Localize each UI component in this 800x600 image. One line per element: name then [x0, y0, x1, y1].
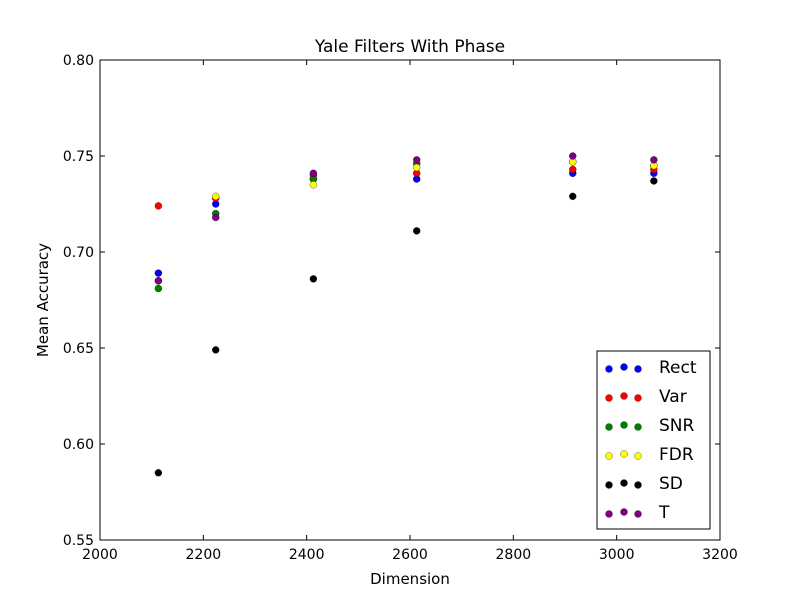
point-sd — [154, 469, 163, 477]
legend-label-snr: SNR — [659, 416, 695, 436]
legend-marker-snr — [620, 421, 628, 429]
legend-marker-fdr — [605, 452, 613, 460]
legend-marker-sd — [620, 479, 628, 487]
point-t — [212, 213, 220, 222]
data-points — [154, 152, 658, 477]
legend-label-sd: SD — [659, 474, 683, 494]
y-axis-label: Mean Accuracy — [34, 243, 52, 357]
legend-box — [596, 350, 711, 530]
point-var — [154, 202, 163, 210]
legend-marker-fdr — [634, 452, 642, 460]
y-tick-label: 0.80 — [63, 53, 94, 69]
point-t — [413, 156, 421, 164]
y-tick-label: 0.60 — [63, 437, 94, 453]
point-t — [309, 169, 318, 177]
legend-marker-var — [634, 394, 642, 402]
x-tick-label: 2200 — [186, 547, 222, 563]
legend-label-t: T — [658, 503, 670, 523]
point-t — [569, 152, 577, 160]
point-t — [650, 156, 658, 164]
x-tick-label: 2400 — [289, 547, 325, 563]
legend-marker-sd — [634, 481, 642, 489]
x-axis-label: Dimension — [370, 570, 450, 588]
x-tick-label: 2000 — [82, 547, 118, 563]
legend-marker-var — [605, 394, 613, 402]
legend-marker-rect — [620, 363, 628, 371]
legend-marker-t — [634, 510, 642, 518]
x-tick-label: 3200 — [702, 547, 738, 563]
legend-marker-rect — [605, 365, 613, 373]
y-tick-label: 0.65 — [63, 341, 94, 357]
point-t — [154, 277, 163, 285]
legend-marker-snr — [605, 423, 613, 431]
legend-label-var: Var — [659, 387, 687, 407]
y-tick-label: 0.75 — [63, 149, 94, 165]
point-rect — [154, 269, 163, 277]
legend-marker-t — [605, 510, 613, 518]
point-fdr — [309, 181, 318, 189]
legend-marker-rect — [634, 365, 642, 373]
legend-marker-var — [620, 392, 628, 400]
legend-marker-t — [620, 508, 628, 516]
point-sd — [212, 346, 220, 354]
plot-frame — [99, 59, 721, 541]
point-sd — [650, 177, 658, 185]
point-snr — [154, 284, 163, 293]
point-sd — [413, 227, 421, 235]
legend-label-rect: Rect — [659, 358, 697, 378]
point-fdr — [413, 163, 421, 172]
y-tick-label: 0.55 — [63, 533, 94, 549]
legend-label-fdr: FDR — [659, 445, 694, 465]
point-sd — [309, 275, 318, 283]
x-tick-label: 2600 — [392, 547, 428, 563]
point-fdr — [212, 192, 220, 200]
legend: Rect Var SNR FDR SD T — [596, 350, 711, 530]
x-tick-label: 3000 — [599, 547, 635, 563]
legend-marker-sd — [605, 481, 613, 489]
legend-marker-fdr — [620, 450, 628, 458]
chart-title: Yale Filters With Phase — [314, 37, 505, 57]
legend-marker-snr — [634, 423, 642, 431]
point-sd — [569, 192, 577, 200]
x-tick-label: 2800 — [496, 547, 532, 563]
point-var — [569, 165, 577, 174]
y-tick-label: 0.70 — [63, 245, 94, 261]
